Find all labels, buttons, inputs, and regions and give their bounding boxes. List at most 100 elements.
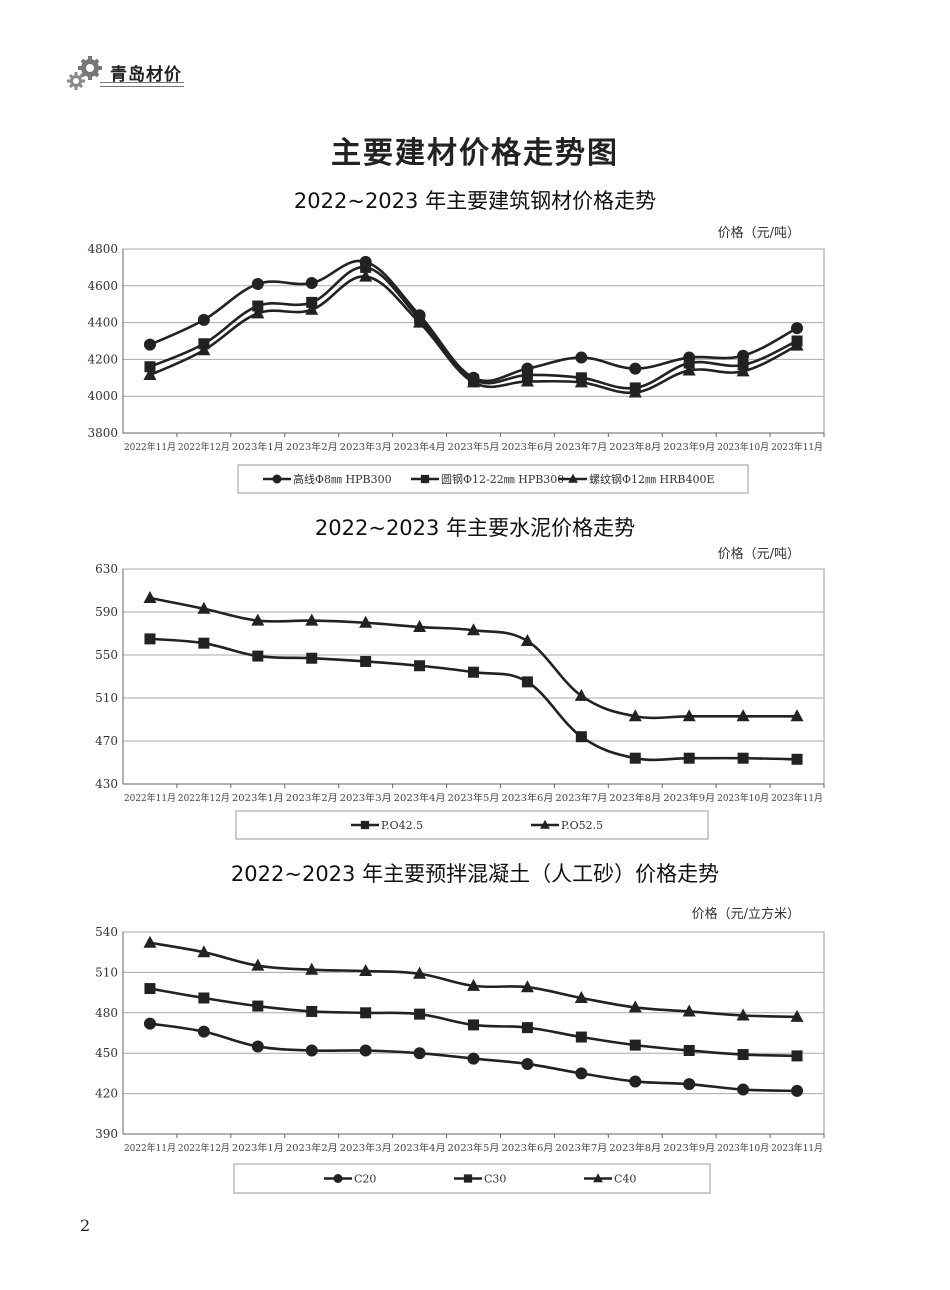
- circle-marker: [791, 322, 804, 335]
- x-tick-label: 2023年1月: [232, 792, 284, 804]
- circle-marker: [359, 1044, 372, 1057]
- square-marker: [791, 1050, 803, 1062]
- chart-2: 3904204504805105402022年11月2022年12月2023年1…: [95, 925, 825, 1194]
- triangle-marker: [197, 601, 211, 614]
- circle-marker: [737, 349, 750, 362]
- circle-marker: [521, 1057, 534, 1070]
- legend-box: [235, 810, 709, 840]
- triangle-marker: [467, 978, 480, 991]
- x-tick-label: 2023年1月: [232, 1142, 284, 1154]
- series-square: [144, 633, 803, 765]
- series-circle: [143, 255, 804, 384]
- x-tick-label: 2023年4月: [394, 792, 446, 804]
- circle-marker: [575, 1067, 588, 1080]
- circle-marker: [629, 362, 642, 375]
- circle-marker: [305, 1044, 318, 1057]
- square-marker: [521, 676, 533, 688]
- legend-box: [237, 464, 749, 494]
- square-marker: [144, 361, 156, 373]
- chart-title-concrete: 2022~2023 年主要预拌混凝土（人工砂）价格走势: [230, 862, 720, 886]
- logo-underline: [100, 82, 184, 87]
- square-marker: [521, 1022, 533, 1034]
- x-tick-label: 2023年7月: [555, 1142, 607, 1154]
- triangle-marker: [520, 374, 534, 387]
- y-tick-label: 390: [95, 1127, 118, 1141]
- y-tick-label: 430: [95, 777, 118, 791]
- x-tick-label: 2023年3月: [340, 1142, 392, 1154]
- legend-label: 螺纹钢Φ12㎜ HRB400E: [589, 472, 715, 486]
- x-tick-label: 2023年8月: [609, 792, 661, 804]
- x-tick-label: 2022年11月: [124, 441, 176, 453]
- y-tick-label: 4600: [87, 279, 118, 293]
- triangle-marker: [305, 302, 319, 315]
- triangle-marker: [574, 990, 588, 1003]
- x-tick-label: 2023年8月: [609, 1142, 661, 1154]
- triangle-marker: [143, 368, 157, 381]
- square-marker: [683, 357, 695, 369]
- triangle-marker: [359, 964, 373, 977]
- triangle-marker: [413, 966, 427, 979]
- triangle-marker: [736, 709, 750, 722]
- x-tick-label: 2023年5月: [448, 792, 500, 804]
- circle-marker: [197, 313, 210, 326]
- square-marker: [575, 1031, 587, 1043]
- circle-marker: [575, 351, 588, 364]
- page-number: 2: [80, 1216, 91, 1235]
- triangle-marker: [790, 1009, 804, 1022]
- series-circle: [143, 1017, 804, 1097]
- square-marker: [306, 296, 318, 308]
- legend-label: 高线Φ8㎜ HPB300: [293, 472, 392, 486]
- square-marker: [306, 1005, 318, 1017]
- y-tick-label: 510: [95, 691, 118, 705]
- legend-label: P.O42.5: [381, 819, 423, 832]
- square-marker: [252, 650, 264, 662]
- x-tick-label: 2023年1月: [232, 441, 284, 453]
- triangle-marker: [143, 935, 157, 948]
- y-tick-label: 480: [95, 1006, 118, 1020]
- chart-title-steel: 2022~2023 年主要建筑钢材价格走势: [293, 189, 657, 213]
- x-tick-label: 2023年11月: [771, 441, 823, 453]
- triangle-marker: [682, 709, 696, 722]
- triangle-marker: [568, 473, 578, 483]
- series-triangle: [143, 935, 804, 1022]
- x-tick-label: 2023年4月: [394, 441, 446, 453]
- page-title: 主要建材价格走势图: [331, 136, 619, 171]
- triangle-marker: [251, 613, 265, 626]
- triangle-marker: [736, 364, 750, 377]
- triangle-marker: [682, 363, 696, 376]
- x-tick-label: 2023年3月: [340, 441, 392, 453]
- y-tick-label: 3800: [87, 426, 118, 440]
- triangle-marker: [359, 269, 373, 282]
- triangle-marker: [467, 623, 480, 636]
- square-marker: [414, 1008, 426, 1020]
- triangle-marker: [574, 688, 588, 701]
- square-marker: [420, 474, 430, 484]
- triangle-marker: [520, 980, 534, 993]
- y-tick-label: 420: [95, 1087, 118, 1101]
- square-marker: [252, 300, 264, 312]
- triangle-marker: [574, 375, 588, 388]
- legend-label: 圆钢Φ12-22㎜ HPB300: [441, 473, 564, 486]
- circle-marker: [791, 1084, 804, 1097]
- triangle-marker: [736, 1008, 750, 1021]
- series-square: [144, 983, 803, 1062]
- circle-marker: [143, 1017, 156, 1030]
- x-tick-label: 2023年9月: [663, 792, 715, 804]
- triangle-marker: [305, 962, 319, 975]
- square-marker: [198, 637, 210, 649]
- x-tick-label: 2023年6月: [501, 441, 553, 453]
- chart-1: 4304705105505906302022年11月2022年12月2023年1…: [95, 562, 825, 840]
- x-tick-label: 2023年3月: [340, 792, 392, 804]
- x-tick-label: 2023年9月: [663, 1142, 715, 1154]
- square-marker: [737, 752, 749, 764]
- x-tick-label: 2022年12月: [178, 1142, 230, 1154]
- circle-marker: [251, 277, 264, 290]
- x-tick-label: 2023年6月: [501, 792, 553, 804]
- square-marker: [198, 992, 210, 1004]
- y-tick-label: 470: [95, 734, 118, 748]
- triangle-marker: [628, 1000, 642, 1013]
- legend-label: C20: [354, 1173, 376, 1186]
- x-tick-label: 2023年8月: [609, 441, 661, 453]
- y-tick-label: 450: [95, 1046, 118, 1060]
- square-marker: [629, 752, 641, 764]
